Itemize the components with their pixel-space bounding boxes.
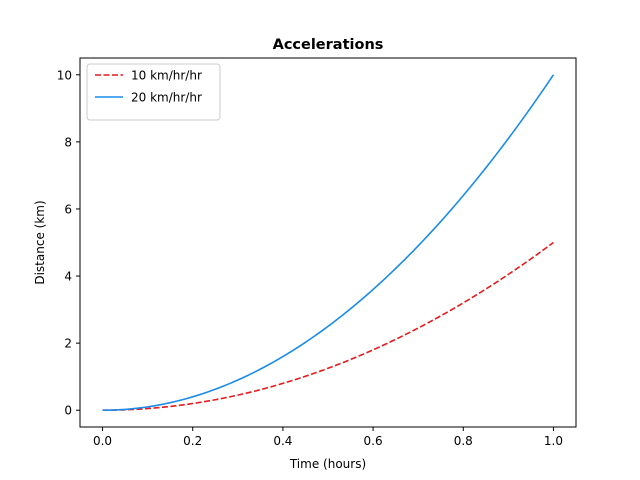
series-line-1 <box>102 241 554 412</box>
x-axis-label: Time (hours) <box>289 457 366 471</box>
y-tick-label: 0 <box>64 404 72 418</box>
x-tick-label: 0.2 <box>183 434 202 448</box>
y-tick-label: 4 <box>64 270 72 284</box>
chart-title: Accelerations <box>273 37 384 53</box>
y-tick-label: 6 <box>64 202 72 216</box>
legend: 10 km/hr/hr 20 km/hr/hr <box>86 63 221 121</box>
x-tick-label: 0.6 <box>364 434 383 448</box>
legend-label-2: 20 km/hr/hr <box>131 91 202 105</box>
x-tick-label: 0.0 <box>93 434 112 448</box>
y-axis-label: Distance (km) <box>33 200 47 284</box>
y-tick-label: 2 <box>64 337 72 351</box>
x-tick-label: 0.8 <box>454 434 473 448</box>
legend-box <box>86 63 221 121</box>
x-tick-label: 0.4 <box>273 434 292 448</box>
y-tick-label: 8 <box>64 135 72 149</box>
axes-frame <box>79 57 577 428</box>
legend-label-1: 10 km/hr/hr <box>131 69 202 83</box>
x-axis-ticks: 0.0 0.2 0.4 0.6 0.8 1.0 <box>93 427 563 448</box>
x-tick-label: 1.0 <box>544 434 563 448</box>
plot-area <box>102 74 555 412</box>
series-line-2 <box>102 74 555 412</box>
y-axis-ticks: 0 2 4 6 8 10 <box>57 68 80 418</box>
y-tick-label: 10 <box>57 68 72 82</box>
